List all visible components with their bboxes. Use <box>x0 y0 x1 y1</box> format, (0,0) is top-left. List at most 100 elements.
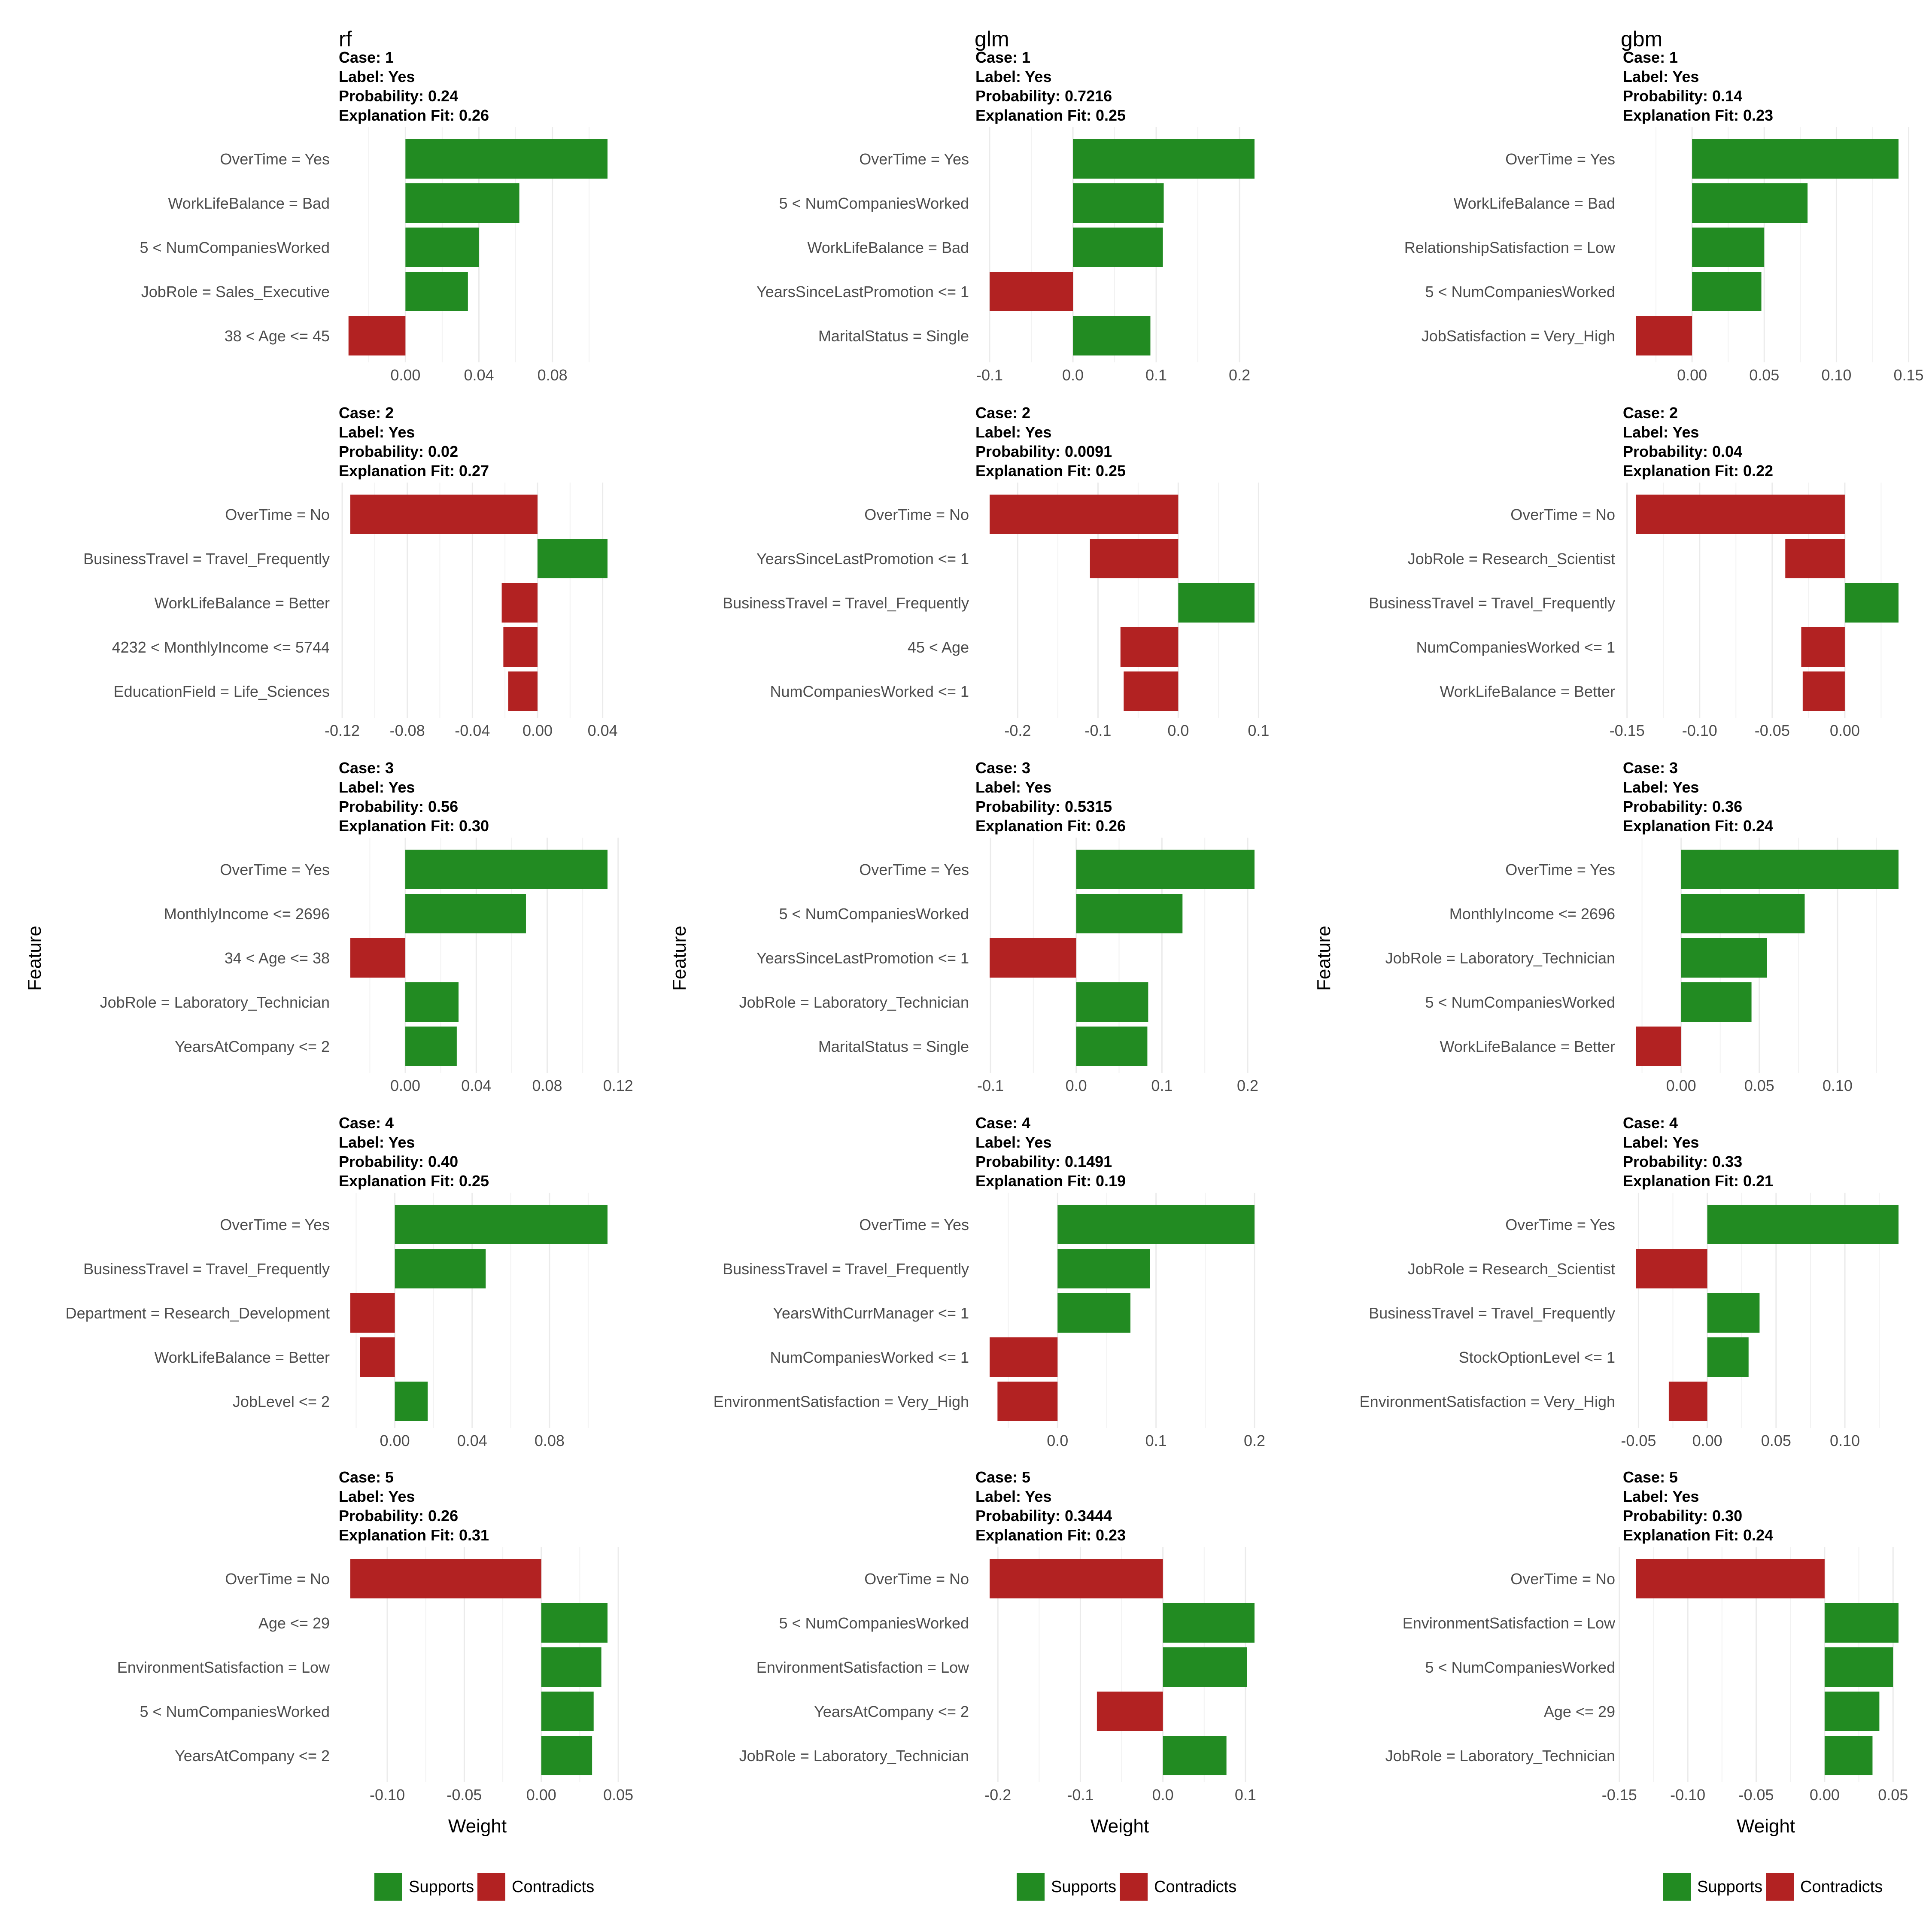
bar-contradicts <box>350 1559 541 1598</box>
x-tick-label: -0.2 <box>984 1786 1011 1804</box>
bar-supports <box>1057 1205 1255 1244</box>
feature-label: MaritalStatus = Single <box>818 327 969 345</box>
feature-label: EnvironmentSatisfaction = Low <box>756 1659 969 1676</box>
panel-header-probability: Probability: 0.24 <box>339 87 458 105</box>
feature-label: BusinessTravel = Travel_Frequently <box>83 1260 330 1278</box>
legend-swatch-supports <box>1663 1873 1691 1901</box>
x-tick-label: 0.1 <box>1151 1077 1173 1094</box>
x-tick-label: -0.1 <box>1067 1786 1094 1804</box>
x-tick-label: -0.10 <box>370 1786 405 1804</box>
bar-supports <box>1057 1293 1130 1333</box>
panel-header-label: Label: Yes <box>339 68 415 85</box>
x-tick-label: 0.10 <box>1821 366 1851 384</box>
feature-label: WorkLifeBalance = Better <box>1440 683 1615 700</box>
panel-header-fit: Explanation Fit: 0.24 <box>1623 1526 1773 1544</box>
feature-label: BusinessTravel = Travel_Frequently <box>83 550 330 568</box>
bar-supports <box>405 1027 457 1066</box>
bar-contradicts <box>1636 316 1692 355</box>
x-tick-label: 0.10 <box>1823 1077 1853 1094</box>
x-axis-title: Weight <box>1737 1816 1795 1837</box>
panel-header-label: Label: Yes <box>1623 68 1699 85</box>
legend-swatch-supports <box>374 1873 402 1901</box>
x-tick-label: 0.1 <box>1145 1432 1167 1449</box>
feature-label: 5 < NumCompaniesWorked <box>779 1614 969 1632</box>
bar-supports <box>1844 583 1899 623</box>
bar-supports <box>405 272 468 311</box>
panel-header-probability: Probability: 0.56 <box>339 798 458 815</box>
bar-supports <box>1692 228 1765 267</box>
x-tick-label: 0.00 <box>522 722 553 739</box>
x-axis-title: Weight <box>448 1816 507 1837</box>
feature-label: YearsSinceLastPromotion <= 1 <box>756 949 969 967</box>
x-tick-label: 0.00 <box>1666 1077 1696 1094</box>
panel-header-label: Label: Yes <box>975 423 1051 441</box>
bar-supports <box>405 850 608 889</box>
bar-supports <box>1163 1736 1227 1775</box>
x-tick-label: 0.08 <box>532 1077 562 1094</box>
y-axis-title: Feature <box>669 926 690 991</box>
panel-header-probability: Probability: 0.33 <box>1623 1153 1742 1170</box>
legend-label-supports: Supports <box>1697 1878 1762 1896</box>
feature-label: 34 < Age <= 38 <box>225 949 330 967</box>
x-tick-label: 0.0 <box>1047 1432 1068 1449</box>
model-title: glm <box>975 27 1009 51</box>
panel-header-label: Label: Yes <box>975 1488 1051 1505</box>
bar-contradicts <box>1636 1559 1825 1598</box>
bar-supports <box>1178 583 1255 623</box>
feature-label: BusinessTravel = Travel_Frequently <box>1369 594 1615 612</box>
bar-contradicts <box>501 583 538 623</box>
legend-label-supports: Supports <box>1051 1878 1116 1896</box>
feature-label: OverTime = Yes <box>859 1216 969 1233</box>
feature-label: OverTime = No <box>864 506 969 523</box>
panel-header-label: Label: Yes <box>339 423 415 441</box>
feature-label: OverTime = Yes <box>859 861 969 878</box>
x-tick-label: -0.2 <box>1004 722 1031 739</box>
feature-label: WorkLifeBalance = Bad <box>807 239 969 256</box>
feature-label: RelationshipSatisfaction = Low <box>1404 239 1616 256</box>
bar-contradicts <box>990 1559 1163 1598</box>
x-tick-label: 0.05 <box>1878 1786 1908 1804</box>
panel-header-case: Case: 3 <box>975 759 1030 777</box>
panel-header-fit: Explanation Fit: 0.25 <box>339 1172 489 1190</box>
bar-contradicts <box>1120 627 1179 667</box>
x-tick-label: -0.05 <box>447 1786 482 1804</box>
feature-label: JobRole = Laboratory_Technician <box>739 1747 969 1765</box>
panel-rf-case-1: Case: 1 Label: Yes Probability: 0.24Explan… <box>140 49 608 384</box>
feature-label: JobRole = Research_Scientist <box>1408 550 1615 568</box>
x-tick-label: -0.1 <box>976 366 1003 384</box>
bar-contradicts <box>1124 671 1179 711</box>
panel-header-case: Case: 4 <box>1623 1114 1678 1132</box>
panel-header-case: Case: 2 <box>1623 404 1678 422</box>
panel-header-case: Case: 5 <box>339 1468 394 1486</box>
x-tick-label: 0.04 <box>588 722 618 739</box>
legend-label-supports: Supports <box>409 1878 474 1896</box>
feature-label: JobRole = Laboratory_Technician <box>739 993 969 1011</box>
bar-supports <box>1681 938 1767 978</box>
bar-supports <box>395 1382 428 1421</box>
feature-label: OverTime = Yes <box>220 1216 330 1233</box>
bar-supports <box>1707 1337 1749 1377</box>
panel-header-label: Label: Yes <box>1623 778 1699 796</box>
x-tick-label: 0.1 <box>1145 366 1167 384</box>
feature-label: JobRole = Laboratory_Technician <box>100 993 330 1011</box>
panel-header-probability: Probability: 0.26 <box>339 1507 458 1525</box>
x-tick-label: 0.1 <box>1248 722 1269 739</box>
bar-supports <box>541 1647 601 1687</box>
x-tick-label: 0.00 <box>526 1786 556 1804</box>
feature-label: Age <= 29 <box>1544 1703 1615 1720</box>
bar-supports <box>537 539 608 578</box>
feature-label: WorkLifeBalance = Better <box>1440 1038 1615 1055</box>
bar-supports <box>405 228 479 267</box>
feature-label: EnvironmentSatisfaction = Very_High <box>1360 1393 1615 1410</box>
bar-supports <box>1073 316 1151 355</box>
legend-label-contradicts: Contradicts <box>1800 1878 1883 1896</box>
feature-label: EducationField = Life_Sciences <box>114 683 330 700</box>
panel-glm-case-5: Case: 5 Label: Yes Probability: 0.3444Expl… <box>739 1468 1256 1804</box>
x-axis-title: Weight <box>1091 1816 1149 1837</box>
feature-label: WorkLifeBalance = Bad <box>168 194 330 212</box>
bar-supports <box>541 1736 592 1775</box>
